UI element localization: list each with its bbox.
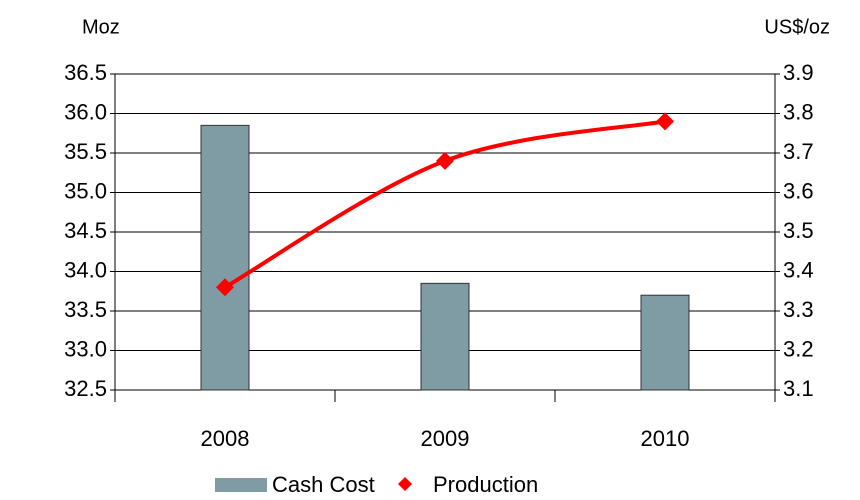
y2-tick-label: 3.5 [783,218,814,243]
legend-marker [398,477,412,491]
legend-swatch [215,478,267,492]
x-tick-label: 2010 [641,426,690,451]
y2-tick-label: 3.6 [783,178,814,203]
y2-tick-label: 3.8 [783,99,814,124]
y2-tick-label: 3.1 [783,376,814,401]
legend-label: Production [433,472,538,497]
y2-tick-label: 3.3 [783,297,814,322]
x-tick-label: 2009 [421,426,470,451]
y-tick-label: 35.5 [64,139,107,164]
y-tick-label: 36.0 [64,99,107,124]
y-tick-label: 33.5 [64,297,107,322]
marker [436,151,454,170]
y-axis-title: Moz [82,16,120,38]
marker [656,112,674,131]
y-tick-label: 36.5 [64,60,107,85]
y-tick-label: 34.5 [64,218,107,243]
y2-tick-label: 3.9 [783,60,814,85]
marker [216,278,234,297]
y-tick-label: 35.0 [64,178,107,203]
y-tick-label: 34.0 [64,257,107,282]
y2-axis-title: US$/oz [764,16,830,38]
legend-label: Cash Cost [272,472,375,497]
line [224,119,666,290]
y2-tick-label: 3.2 [783,336,814,361]
x-tick-label: 2008 [201,426,250,451]
y2-tick-label: 3.7 [783,139,814,164]
y-tick-label: 33.0 [64,336,107,361]
y2-tick-label: 3.4 [783,257,814,282]
bar [420,282,470,391]
bar [200,124,250,391]
y-tick-label: 32.5 [64,376,107,401]
bar [640,294,690,391]
